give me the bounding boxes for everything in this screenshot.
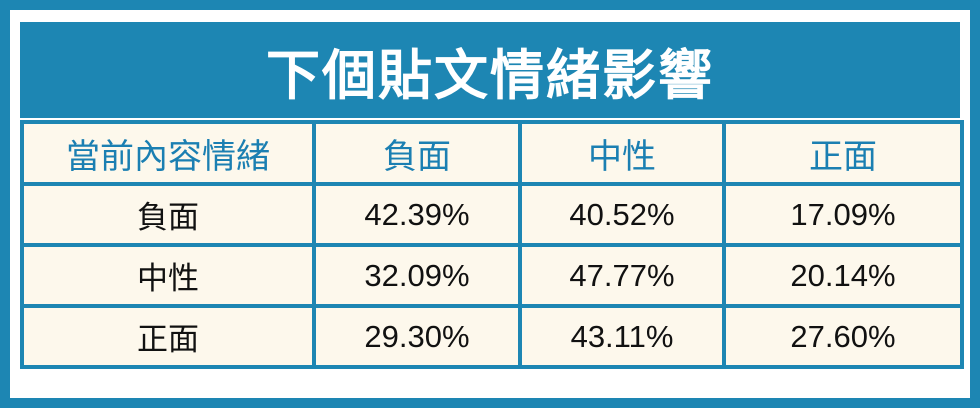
- value-cell: 42.39%: [312, 182, 522, 247]
- value-cell: 43.11%: [518, 304, 726, 369]
- table-row: 負面 42.39% 40.52% 17.09%: [20, 182, 964, 247]
- value-cell: 27.60%: [722, 304, 964, 369]
- header-cell: 中性: [518, 120, 726, 186]
- value-cell: 47.77%: [518, 243, 726, 308]
- header-cell: 正面: [722, 120, 964, 186]
- value-cell: 32.09%: [312, 243, 522, 308]
- value-cell: 17.09%: [722, 182, 964, 247]
- header-row: 當前內容情緒 負面 中性 正面: [20, 120, 964, 186]
- value-cell: 40.52%: [518, 182, 726, 247]
- table-body: 負面 42.39% 40.52% 17.09% 中性 32.09% 47.77% 20.14%…: [20, 182, 964, 369]
- header-cell: 負面: [312, 120, 522, 186]
- row-header-cell: 中性: [20, 243, 316, 308]
- table-row: 正面 29.30% 43.11% 27.60%: [20, 304, 964, 369]
- row-header-cell: 正面: [20, 304, 316, 369]
- table-row: 中性 32.09% 47.77% 20.14%: [20, 243, 964, 308]
- row-header-cell: 負面: [20, 182, 316, 247]
- value-cell: 29.30%: [312, 304, 522, 369]
- header-cell: 當前內容情緒: [20, 120, 316, 186]
- value-cell: 20.14%: [722, 243, 964, 308]
- data-table: 當前內容情緒 負面 中性 正面 負面 42.39% 40.52% 17.09% 中性 32…: [20, 120, 964, 369]
- title: 下個貼文情緒影響: [20, 22, 960, 118]
